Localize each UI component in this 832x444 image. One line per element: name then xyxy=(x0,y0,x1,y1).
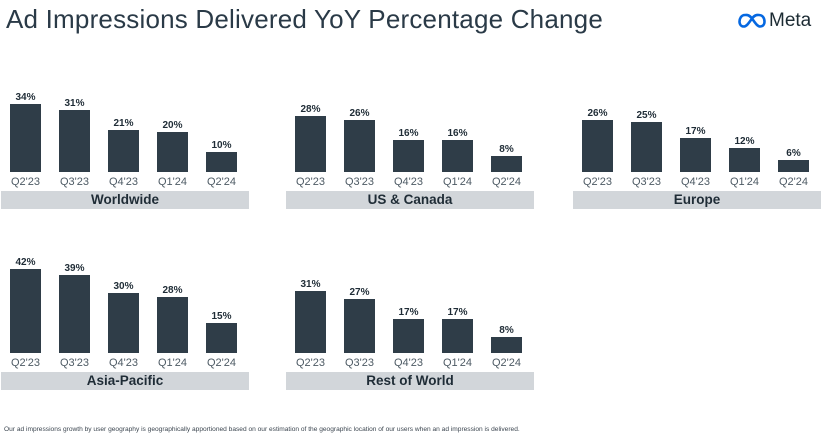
meta-logo: Meta xyxy=(738,9,811,33)
category-label: Q2'24 xyxy=(492,357,521,369)
category-label: Q3'23 xyxy=(60,176,89,188)
bar-q223 xyxy=(295,116,326,172)
value-label: 8% xyxy=(499,144,514,155)
value-label: 31% xyxy=(64,98,84,109)
category-label: Q2'24 xyxy=(207,176,236,188)
value-label: 20% xyxy=(162,120,182,131)
value-label: 16% xyxy=(398,128,418,139)
category-label: Q2'23 xyxy=(296,176,325,188)
value-label: 16% xyxy=(447,128,467,139)
bar-q224 xyxy=(206,323,237,353)
value-label: 28% xyxy=(300,104,320,115)
category-label: Q4'23 xyxy=(109,176,138,188)
region-label-europe: Europe xyxy=(573,191,821,209)
value-label: 6% xyxy=(786,148,801,159)
bar-q323 xyxy=(59,275,90,353)
value-label: 39% xyxy=(64,263,84,274)
value-label: 31% xyxy=(300,279,320,290)
category-label: Q2'24 xyxy=(492,176,521,188)
panel-us-canada: 28% Q2'23 26% Q3'23 16% Q4'23 16% Q1'24 8% Q2'24 … xyxy=(286,72,534,209)
value-label: 8% xyxy=(499,325,514,336)
bar-q224 xyxy=(491,337,522,353)
bar-q423 xyxy=(680,138,711,172)
panel-worldwide: 34% Q2'23 31% Q3'23 21% Q4'23 20% Q1'24 10% Q2'24… xyxy=(1,72,249,209)
category-label: Q1'24 xyxy=(443,357,472,369)
value-label: 42% xyxy=(15,257,35,268)
value-label: 10% xyxy=(211,140,231,151)
value-label: 15% xyxy=(211,311,231,322)
value-label: 21% xyxy=(113,118,133,129)
region-label-asia-pacific: Asia-Pacific xyxy=(1,372,249,390)
panel-asia-pacific: 42% Q2'23 39% Q3'23 30% Q4'23 28% Q1'24 15% Q2'24… xyxy=(1,253,249,390)
category-label: Q4'23 xyxy=(394,176,423,188)
bar-q124 xyxy=(157,297,188,353)
region-label-rest-of-world: Rest of World xyxy=(286,372,534,390)
page-title: Ad Impressions Delivered YoY Percentage … xyxy=(6,4,603,34)
category-label: Q1'24 xyxy=(730,176,759,188)
category-label: Q4'23 xyxy=(394,357,423,369)
region-label-us-canada: US & Canada xyxy=(286,191,534,209)
value-label: 30% xyxy=(113,281,133,292)
bar-q124 xyxy=(157,132,188,172)
category-label: Q1'24 xyxy=(443,176,472,188)
bar-q223 xyxy=(582,120,613,172)
category-label: Q3'23 xyxy=(632,176,661,188)
bar-q423 xyxy=(393,319,424,353)
value-label: 27% xyxy=(349,287,369,298)
category-label: Q1'24 xyxy=(158,176,187,188)
bar-q224 xyxy=(778,160,809,172)
category-label: Q1'24 xyxy=(158,357,187,369)
chart-svg-worldwide: 34% Q2'23 31% Q3'23 21% Q4'23 20% Q1'24 10% Q2'24 xyxy=(10,92,237,188)
bar-q323 xyxy=(631,122,662,172)
value-label: 12% xyxy=(734,136,754,147)
chart-svg-europe: 26% Q2'23 25% Q3'23 17% Q4'23 12% Q1'24 6% Q2'24 xyxy=(582,108,809,188)
value-label: 17% xyxy=(447,307,467,318)
panel-rest-of-world: 31% Q2'23 27% Q3'23 17% Q4'23 17% Q1'24 8% Q2'24 … xyxy=(286,253,534,390)
bar-q223 xyxy=(295,291,326,353)
bar-q224 xyxy=(491,156,522,172)
value-label: 26% xyxy=(349,108,369,119)
panel-europe: 26% Q2'23 25% Q3'23 17% Q4'23 12% Q1'24 6% Q2'24 … xyxy=(573,72,821,209)
bar-q423 xyxy=(108,130,139,172)
value-label: 34% xyxy=(15,92,35,103)
value-label: 17% xyxy=(398,307,418,318)
bar-q323 xyxy=(59,110,90,172)
value-label: 28% xyxy=(162,285,182,296)
bar-q223 xyxy=(10,104,41,172)
footnote: Our ad impressions growth by user geogra… xyxy=(4,426,520,433)
bar-q323 xyxy=(344,299,375,353)
region-label-worldwide: Worldwide xyxy=(1,191,249,209)
category-label: Q4'23 xyxy=(109,357,138,369)
category-label: Q2'24 xyxy=(207,357,236,369)
bar-q124 xyxy=(442,319,473,353)
category-label: Q3'23 xyxy=(60,357,89,369)
value-label: 26% xyxy=(587,108,607,119)
bar-q124 xyxy=(729,148,760,172)
bar-q323 xyxy=(344,120,375,172)
meta-logo-text: Meta xyxy=(769,10,812,31)
bar-q223 xyxy=(10,269,41,353)
bar-q423 xyxy=(108,293,139,353)
meta-infinity-icon xyxy=(738,13,766,28)
category-label: Q4'23 xyxy=(681,176,710,188)
bar-q124 xyxy=(442,140,473,172)
value-label: 25% xyxy=(636,110,656,121)
category-label: Q2'23 xyxy=(583,176,612,188)
bar-q423 xyxy=(393,140,424,172)
bar-q224 xyxy=(206,152,237,172)
category-label: Q3'23 xyxy=(345,176,374,188)
chart-svg-asia-pacific: 42% Q2'23 39% Q3'23 30% Q4'23 28% Q1'24 15% Q2'24 xyxy=(10,257,237,369)
category-label: Q2'23 xyxy=(11,176,40,188)
chart-svg-us-canada: 28% Q2'23 26% Q3'23 16% Q4'23 16% Q1'24 8% Q2'24 xyxy=(295,104,522,188)
category-label: Q2'23 xyxy=(11,357,40,369)
category-label: Q2'24 xyxy=(779,176,808,188)
category-label: Q2'23 xyxy=(296,357,325,369)
value-label: 17% xyxy=(685,126,705,137)
chart-svg-rest-of-world: 31% Q2'23 27% Q3'23 17% Q4'23 17% Q1'24 8% Q2'24 xyxy=(295,279,522,369)
category-label: Q3'23 xyxy=(345,357,374,369)
